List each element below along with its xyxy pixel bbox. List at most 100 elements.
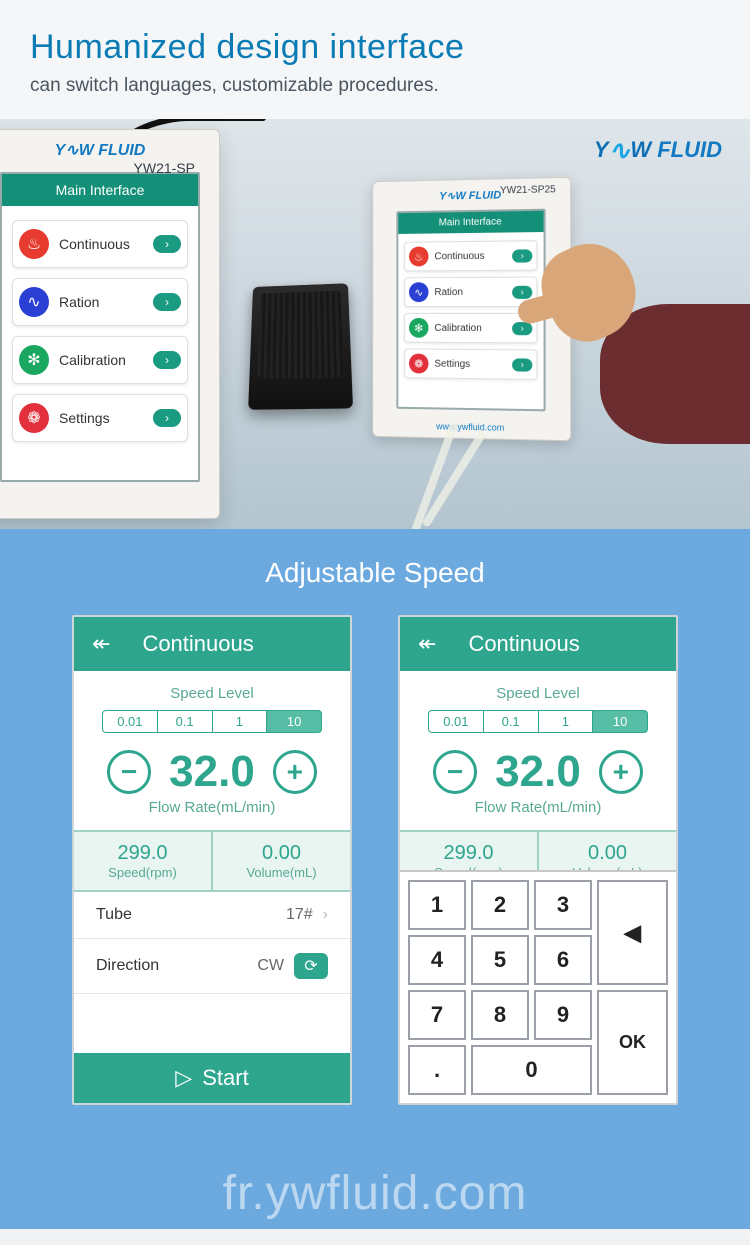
- back-icon[interactable]: ↞: [92, 631, 110, 657]
- go-icon: ›: [512, 249, 532, 262]
- speed-value: 299.0: [74, 842, 211, 865]
- go-icon: ›: [512, 285, 532, 298]
- speed-tab[interactable]: 1: [213, 710, 268, 733]
- menu-label: Continuous: [59, 236, 153, 252]
- menu-item-ration[interactable]: ∿ Ration ›: [404, 277, 537, 307]
- menu-label: Ration: [434, 286, 512, 297]
- menu-item-ration[interactable]: ∿ Ration ›: [12, 278, 188, 326]
- volume-value: 0.00: [213, 842, 350, 865]
- flame-icon: ♨: [409, 246, 429, 266]
- volume-label: Volume(mL): [213, 865, 350, 880]
- speed-label: Speed(rpm): [74, 865, 211, 880]
- key-1[interactable]: 1: [408, 880, 466, 930]
- menu-label: Continuous: [434, 250, 512, 262]
- speed-tab[interactable]: 0.1: [158, 710, 213, 733]
- play-icon: ▷: [175, 1065, 192, 1091]
- flame-icon: ♨: [19, 229, 49, 259]
- key-backspace[interactable]: ◀: [597, 880, 668, 985]
- watermark: fr.ywfluid.com: [0, 1166, 750, 1221]
- header-block: Humanized design interface can switch la…: [0, 0, 750, 119]
- screen-title: Main Interface: [2, 174, 198, 206]
- tube-setting-row[interactable]: Tube 17# ›: [74, 892, 350, 939]
- menu-label: Calibration: [59, 352, 153, 368]
- device-close-up: Y∿W FLUID YW21-SP Main Interface ♨ Conti…: [0, 129, 220, 519]
- device-brand: Y∿W FLUID: [439, 189, 501, 202]
- menu-item-continuous[interactable]: ♨ Continuous ›: [12, 220, 188, 268]
- minus-button[interactable]: −: [107, 750, 151, 794]
- menu-label: Settings: [434, 358, 512, 370]
- speed-level-label: Speed Level: [74, 685, 350, 702]
- go-icon: ›: [153, 293, 181, 311]
- key-0[interactable]: 0: [471, 1045, 592, 1095]
- section-title: Adjustable Speed: [0, 557, 750, 589]
- key-6[interactable]: 6: [534, 935, 592, 985]
- start-button[interactable]: ▷ Start: [74, 1053, 350, 1103]
- menu-item-settings[interactable]: ❁ Settings ›: [12, 394, 188, 442]
- speed-level-tabs: 0.01 0.1 1 10: [428, 710, 648, 733]
- speed-tab[interactable]: 0.01: [102, 710, 158, 733]
- key-4[interactable]: 4: [408, 935, 466, 985]
- plus-button[interactable]: +: [273, 750, 317, 794]
- wave-icon: ∿: [409, 282, 429, 302]
- page-title: Humanized design interface: [30, 28, 720, 67]
- speed-tab[interactable]: 0.1: [484, 710, 539, 733]
- gear-icon: ✻: [19, 345, 49, 375]
- continuous-screen-keypad: ↞ Continuous Speed Level 0.01 0.1 1 10 −…: [398, 615, 678, 1105]
- start-label: Start: [202, 1065, 248, 1091]
- continuous-screen-settings: ↞ Continuous Speed Level 0.01 0.1 1 10 −…: [72, 615, 352, 1105]
- device-model: YW21-SP: [134, 160, 195, 176]
- go-icon: ›: [153, 351, 181, 369]
- key-7[interactable]: 7: [408, 990, 466, 1040]
- speed-tab-active[interactable]: 10: [267, 710, 322, 733]
- direction-value: CW: [257, 957, 284, 975]
- foot-pedal: [248, 283, 353, 410]
- speed-level-label: Speed Level: [400, 685, 676, 702]
- go-icon: ›: [512, 358, 532, 371]
- screen-header: ↞ Continuous: [400, 617, 676, 671]
- wave-icon: ∿: [19, 287, 49, 317]
- gear-icon: ✻: [409, 318, 429, 338]
- tube-label: Tube: [96, 906, 286, 924]
- device-screen-large: Main Interface ♨ Continuous › ∿ Ration ›…: [0, 172, 200, 482]
- key-ok[interactable]: OK: [597, 990, 668, 1095]
- direction-label: Direction: [96, 957, 257, 975]
- device-url: www.ywfluid.com: [373, 420, 570, 434]
- key-8[interactable]: 8: [471, 990, 529, 1040]
- flower-icon: ❁: [19, 403, 49, 433]
- back-icon[interactable]: ↞: [418, 631, 436, 657]
- menu-item-calibration[interactable]: ✻ Calibration ›: [12, 336, 188, 384]
- tube-value: 17#: [286, 906, 313, 924]
- plus-button[interactable]: +: [599, 750, 643, 794]
- speed-tab[interactable]: 0.01: [428, 710, 484, 733]
- flow-rate-label: Flow Rate(mL/min): [74, 799, 350, 816]
- minus-button[interactable]: −: [433, 750, 477, 794]
- screen-title: Continuous: [468, 631, 579, 657]
- flow-rate-value[interactable]: 32.0: [169, 747, 255, 797]
- speed-tab[interactable]: 1: [539, 710, 594, 733]
- menu-label: Ration: [59, 294, 153, 310]
- device-brand: Y∿W FLUID: [55, 142, 146, 159]
- numeric-keypad: 1 2 3 ◀ 4 5 6 7 8 9 OK . 0: [400, 870, 676, 1103]
- photo-section: Y∿W FLUID Y∿W FLUID YW21-SP Main Interfa…: [0, 119, 750, 529]
- screen-title: Main Interface: [398, 211, 543, 234]
- flower-icon: ❁: [409, 354, 429, 374]
- speed-value: 299.0: [400, 842, 537, 865]
- key-2[interactable]: 2: [471, 880, 529, 930]
- menu-label: Settings: [59, 410, 153, 426]
- menu-item-calibration[interactable]: ✻ Calibration ›: [404, 313, 537, 343]
- volume-value: 0.00: [539, 842, 676, 865]
- flow-rate-label: Flow Rate(mL/min): [400, 799, 676, 816]
- key-9[interactable]: 9: [534, 990, 592, 1040]
- speed-tab-active[interactable]: 10: [593, 710, 648, 733]
- brand-logo: Y∿W FLUID: [594, 135, 722, 166]
- direction-setting-row[interactable]: Direction CW ⟳: [74, 939, 350, 994]
- key-dot[interactable]: .: [408, 1045, 466, 1095]
- key-5[interactable]: 5: [471, 935, 529, 985]
- screen-header: ↞ Continuous: [74, 617, 350, 671]
- flow-rate-value[interactable]: 32.0: [495, 747, 581, 797]
- stat-row: 299.0 Speed(rpm) 0.00 Volume(mL): [74, 830, 350, 892]
- menu-item-settings[interactable]: ❁ Settings ›: [404, 349, 537, 380]
- key-3[interactable]: 3: [534, 880, 592, 930]
- menu-item-continuous[interactable]: ♨ Continuous ›: [404, 240, 537, 271]
- speed-level-tabs: 0.01 0.1 1 10: [102, 710, 322, 733]
